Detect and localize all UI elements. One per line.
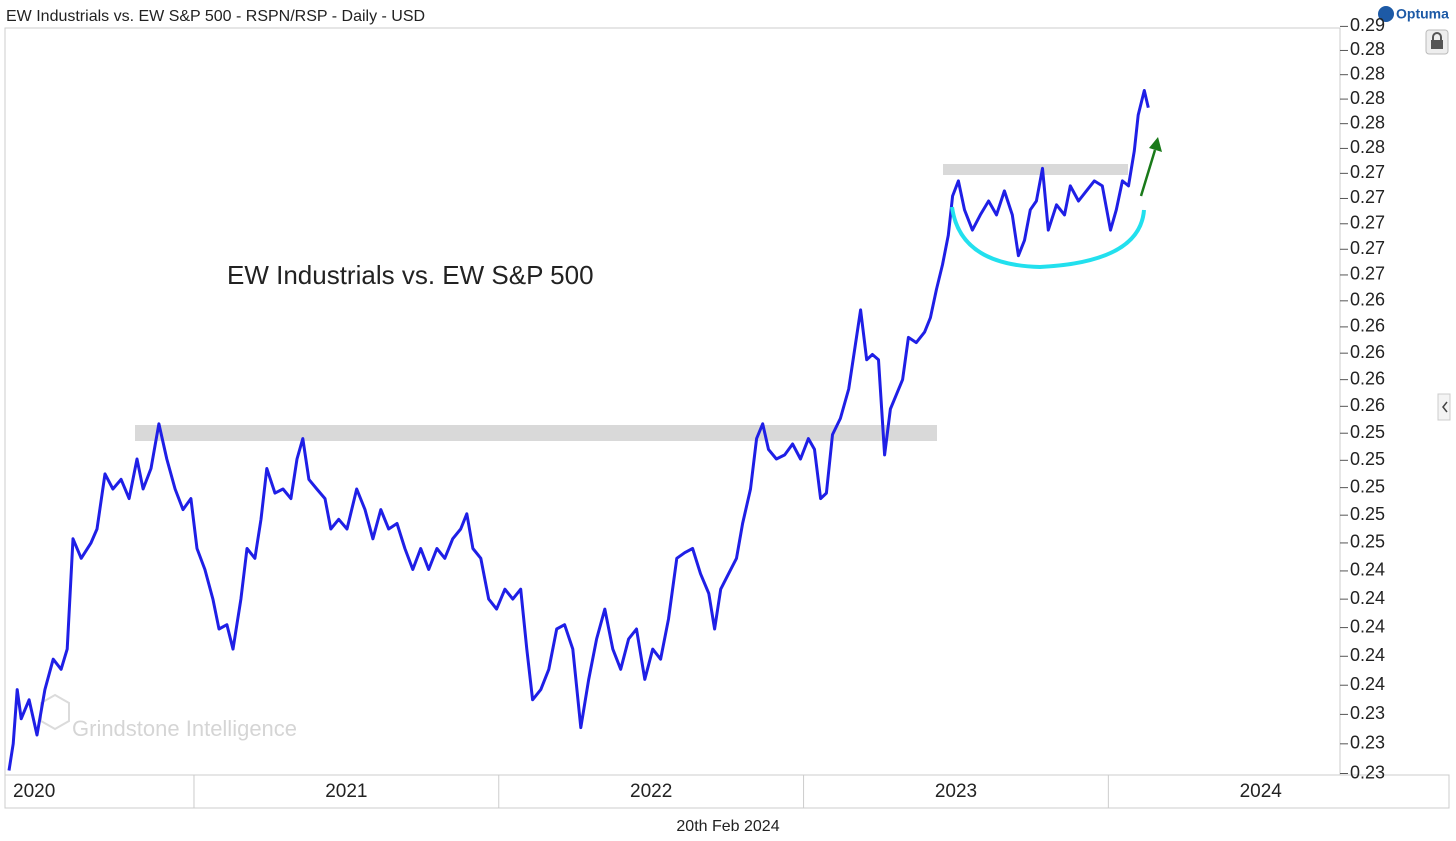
y-tick-label: 0.25 [1350,449,1385,469]
y-tick-label: 0.27 [1350,264,1385,284]
y-tick-label: 0.25 [1350,422,1385,442]
brand: Optuma [1396,6,1449,22]
y-tick-label: 0.27 [1350,213,1385,233]
plot [7,89,1150,771]
side-toggle[interactable] [1437,393,1451,421]
chart-title: EW Industrials vs. EW S&P 500 - RSPN/RSP… [6,8,425,25]
y-tick-label: 0.27 [1350,162,1385,182]
y-tick-label: 0.28 [1350,88,1385,108]
y-tick-label: 0.24 [1350,616,1385,636]
y-tick-label: 0.28 [1350,112,1385,132]
y-tick-label: 0.24 [1350,560,1385,580]
x-tick-label: 2022 [630,781,672,802]
annotation: EW Industrials vs. EW S&P 500 [227,260,594,290]
y-tick-label: 0.25 [1350,476,1385,496]
y-tick-label: 0.26 [1350,395,1385,415]
y-tick-label: 0.27 [1350,238,1385,258]
cup-arc [950,206,1146,270]
y-tick-label: 0.24 [1350,674,1385,694]
x-axis-band [4,774,1450,809]
lock-shackle [1432,32,1442,40]
y-tick-label: 0.26 [1350,316,1385,336]
x-tick-label: 2020 [13,781,55,802]
chevron [1442,401,1448,413]
y-tick-label: 0.24 [1350,588,1385,608]
x-tick-label: 2021 [325,781,367,802]
y-tick-label: 0.27 [1350,187,1385,207]
y-tick-label: 0.26 [1350,342,1385,362]
watermark-group: Grindstone Intelligence [40,693,297,741]
arrow-shaft [1139,149,1157,197]
y-tick-label: 0.29 [1350,15,1385,35]
x-tick-label: 2024 [1240,781,1283,802]
price-line [7,89,1150,771]
brand-icon [1378,6,1394,22]
y-tick-label: 0.26 [1350,290,1385,310]
y-tick-label: 0.25 [1350,504,1385,524]
arrow-head [1149,137,1162,152]
date-label: 20th Feb 2024 [676,818,779,835]
y-tick-label: 0.23 [1350,762,1385,782]
watermark-logo [40,693,70,731]
y-tick-label: 0.28 [1350,63,1385,83]
x-tick-label: 2023 [935,781,977,802]
y-tick-label: 0.28 [1350,137,1385,157]
y-tick-label: 0.26 [1350,368,1385,388]
resistance-zone [135,425,937,441]
y-tick-label: 0.28 [1350,39,1385,59]
y-tick-label: 0.24 [1350,645,1385,665]
y-tick-label: 0.23 [1350,703,1385,723]
y-tick-label: 0.23 [1350,733,1385,753]
y-tick-label: 0.25 [1350,532,1385,552]
lock-icon [1431,40,1443,49]
watermark: Grindstone Intelligence [72,716,297,741]
resistance-zone [943,164,1128,175]
